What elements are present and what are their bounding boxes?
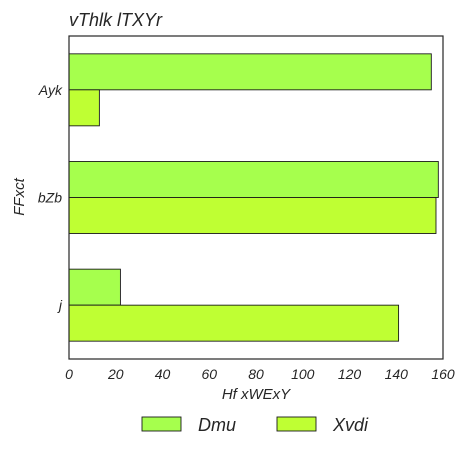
legend: Dmu Xvdi bbox=[141, 415, 369, 435]
legend-item-dmu: Dmu bbox=[141, 415, 236, 435]
x-tick-label: 120 bbox=[338, 366, 362, 382]
plot-frame bbox=[68, 35, 444, 360]
legend-item-xvdi: Xvdi bbox=[276, 415, 369, 435]
y-tick-label: j bbox=[57, 297, 63, 313]
bar-dmu-bzb bbox=[68, 161, 439, 198]
x-tick-label: 140 bbox=[385, 366, 409, 382]
x-tick-label: 60 bbox=[201, 366, 217, 382]
y-axis-label: FFxct bbox=[11, 177, 28, 215]
bar-xvdi-ayk bbox=[68, 89, 100, 127]
x-tick-label: 20 bbox=[107, 366, 124, 382]
x-axis-ticks: 0 20 40 60 80 100 120 140 160 bbox=[65, 366, 455, 382]
legend-label: Dmu bbox=[198, 415, 236, 435]
chart-title: vThlk lTXYr bbox=[69, 10, 163, 30]
x-tick-label: 160 bbox=[431, 366, 455, 382]
legend-swatch bbox=[276, 416, 317, 432]
x-tick-label: 40 bbox=[155, 366, 171, 382]
x-axis-label: Hf xWExY bbox=[222, 386, 291, 403]
y-tick-label: Ayk bbox=[38, 82, 63, 98]
bar-dmu-j bbox=[68, 268, 121, 306]
bar-xvdi-bzb bbox=[68, 197, 437, 234]
bar-dmu-ayk bbox=[68, 53, 432, 91]
legend-swatch bbox=[141, 416, 182, 432]
y-axis-ticks: Ayk bZb j bbox=[38, 82, 63, 313]
x-tick-label: 100 bbox=[291, 366, 315, 382]
legend-label: Xvdi bbox=[332, 415, 369, 435]
y-tick-label: bZb bbox=[38, 190, 62, 206]
x-tick-label: 0 bbox=[65, 366, 73, 382]
x-tick-label: 80 bbox=[248, 366, 264, 382]
bars-layer bbox=[68, 53, 439, 342]
bar-xvdi-j bbox=[68, 304, 400, 342]
